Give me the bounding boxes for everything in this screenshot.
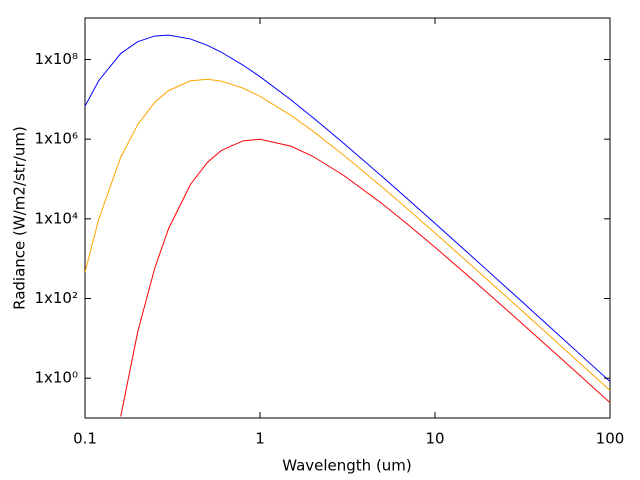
plot-area [85, 34, 610, 417]
series-line [85, 34, 610, 382]
x-tick-label: 1 [255, 430, 265, 448]
x-tick-label: 100 [596, 430, 625, 448]
series-line [120, 138, 610, 417]
plot-frame [84, 17, 611, 419]
x-axis-label: Wavelength (um) [282, 457, 412, 475]
x-tick-label: 10 [425, 430, 444, 448]
y-tick-label: 1x10⁰ [34, 369, 78, 387]
x-tick-label: 0.1 [73, 430, 97, 448]
y-tick-label: 1x10² [34, 289, 78, 307]
y-tick-label: 1x10⁴ [34, 209, 78, 227]
y-axis-label: Radiance (W/m2/str/um) [11, 126, 29, 310]
y-tick-label: 1x10⁸ [34, 50, 78, 68]
y-tick-label: 1x10⁶ [34, 130, 78, 148]
series-line [85, 78, 610, 391]
